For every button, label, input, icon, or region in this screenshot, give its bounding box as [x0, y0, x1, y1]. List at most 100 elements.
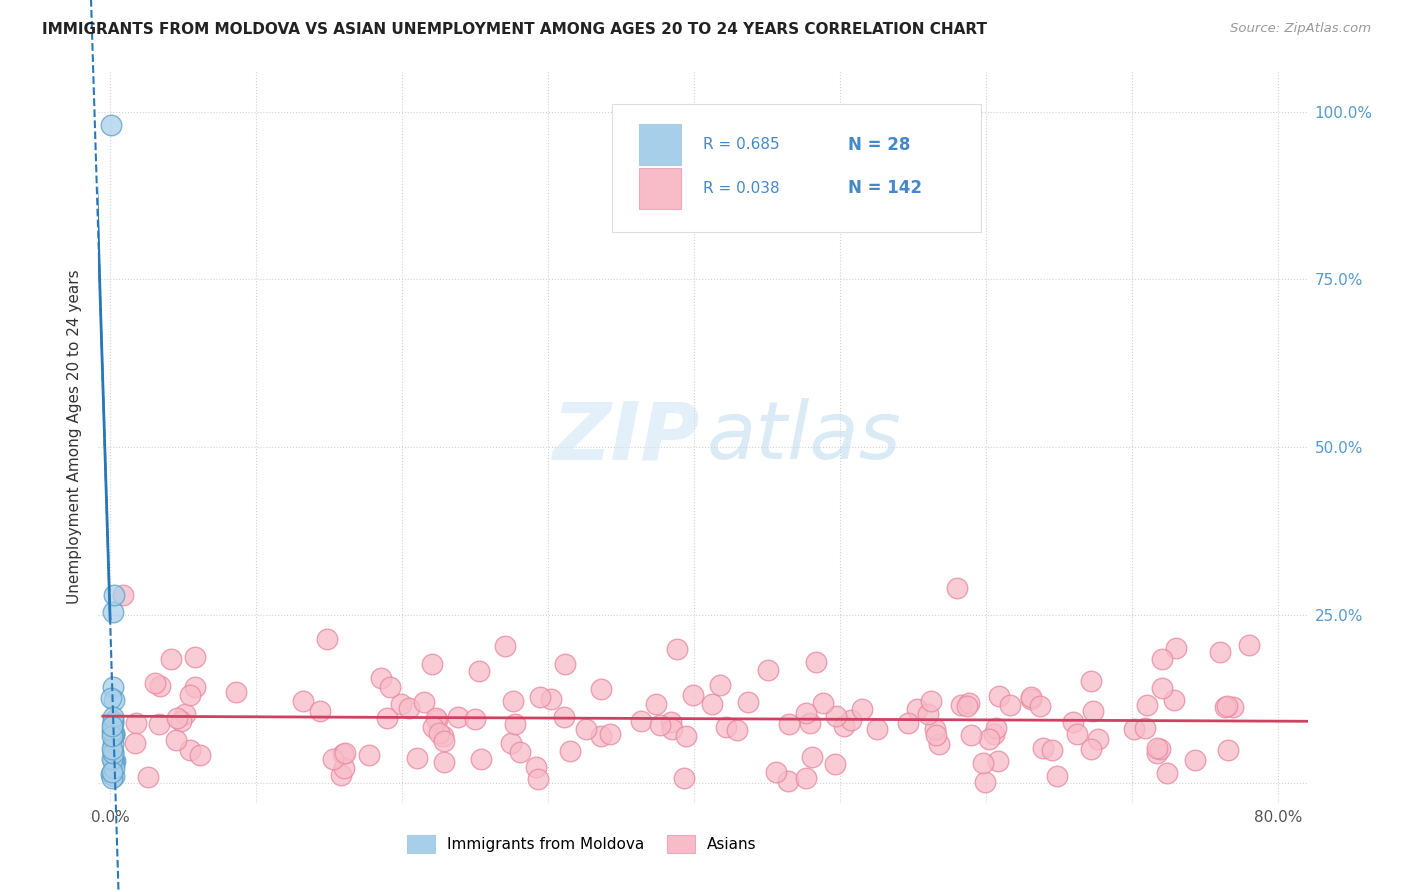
Point	[666, 641, 689, 656]
Point	[333, 761, 356, 775]
Point	[468, 664, 491, 678]
Point	[165, 733, 187, 747]
Point	[1123, 722, 1146, 736]
Point	[702, 697, 724, 711]
Point	[145, 675, 167, 690]
Point	[1046, 769, 1069, 783]
Point	[979, 731, 1001, 746]
Point	[173, 706, 195, 721]
Point	[905, 702, 928, 716]
Point	[1146, 746, 1168, 760]
Point	[1152, 681, 1174, 695]
Point	[375, 711, 398, 725]
Point	[983, 727, 1005, 741]
Point	[291, 693, 314, 707]
Point	[405, 750, 427, 764]
Point	[329, 768, 352, 782]
Point	[446, 709, 468, 723]
Text: ZIP: ZIP	[553, 398, 699, 476]
Point	[464, 713, 486, 727]
Point	[756, 664, 779, 678]
Point	[972, 756, 994, 771]
Point	[103, 769, 125, 783]
Point	[433, 756, 456, 770]
Point	[103, 728, 125, 742]
Point	[1163, 693, 1185, 707]
Point	[661, 722, 683, 736]
Point	[591, 681, 613, 696]
Point	[560, 744, 582, 758]
Point	[737, 695, 759, 709]
Point	[101, 723, 124, 738]
Point	[149, 680, 172, 694]
Point	[378, 680, 401, 694]
Point	[1080, 673, 1102, 688]
Point	[309, 704, 332, 718]
Point	[825, 708, 848, 723]
Point	[389, 697, 412, 711]
FancyBboxPatch shape	[613, 104, 981, 232]
Point	[148, 717, 170, 731]
Point	[370, 671, 392, 685]
Point	[778, 717, 800, 731]
Point	[100, 764, 122, 779]
Point	[101, 729, 124, 743]
Point	[501, 736, 523, 750]
Point	[101, 747, 124, 761]
Point	[432, 729, 454, 743]
Point	[1080, 741, 1102, 756]
Point	[179, 742, 201, 756]
Point	[591, 729, 613, 743]
Point	[959, 728, 981, 742]
Point	[427, 726, 450, 740]
Point	[101, 771, 124, 785]
Point	[841, 713, 863, 727]
Point	[824, 757, 846, 772]
Point	[714, 720, 737, 734]
Point	[1150, 651, 1173, 665]
Point	[1218, 742, 1240, 756]
Point	[1081, 705, 1104, 719]
Point	[160, 652, 183, 666]
Point	[813, 696, 835, 710]
Point	[101, 737, 124, 751]
Point	[225, 685, 247, 699]
Point	[1166, 641, 1188, 656]
Point	[1184, 753, 1206, 767]
Bar	[638, 169, 682, 209]
Point	[630, 714, 652, 729]
Point	[987, 754, 1010, 768]
Point	[494, 639, 516, 653]
Point	[1149, 742, 1171, 756]
Point	[413, 695, 436, 709]
Point	[834, 719, 856, 733]
Point	[554, 657, 576, 671]
Point	[794, 706, 817, 720]
Point	[1146, 741, 1168, 756]
Point	[648, 718, 671, 732]
Point	[956, 699, 979, 714]
Point	[125, 716, 148, 731]
Point	[112, 588, 135, 602]
Point	[101, 719, 124, 733]
Point	[1237, 638, 1260, 652]
Point	[925, 728, 948, 742]
Point	[946, 581, 969, 595]
Point	[1136, 698, 1159, 713]
Point	[103, 753, 125, 767]
Point	[357, 747, 380, 762]
Point	[957, 696, 980, 710]
Point	[709, 677, 731, 691]
Point	[503, 717, 526, 731]
Point	[426, 713, 449, 727]
Point	[170, 714, 193, 728]
Point	[502, 694, 524, 708]
Point	[101, 715, 124, 730]
Point	[398, 700, 420, 714]
Point	[645, 697, 668, 711]
Point	[103, 761, 125, 775]
Point	[470, 752, 492, 766]
Text: R = 0.038: R = 0.038	[703, 181, 779, 196]
Point	[103, 755, 125, 769]
Point	[920, 694, 942, 708]
